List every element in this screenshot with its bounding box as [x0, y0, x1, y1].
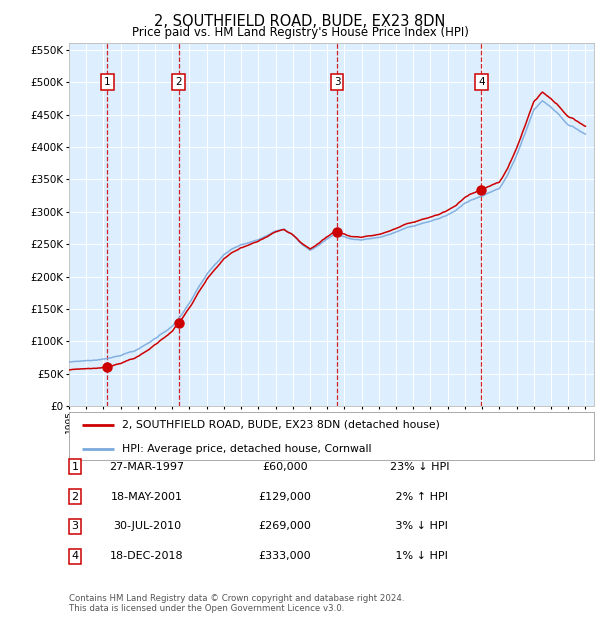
Text: £60,000: £60,000: [262, 462, 308, 472]
Text: 3% ↓ HPI: 3% ↓ HPI: [392, 521, 448, 531]
Text: 2: 2: [175, 78, 182, 87]
Text: 30-JUL-2010: 30-JUL-2010: [113, 521, 181, 531]
Text: 4: 4: [478, 78, 485, 87]
Text: Contains HM Land Registry data © Crown copyright and database right 2024.: Contains HM Land Registry data © Crown c…: [69, 593, 404, 603]
Text: 3: 3: [71, 521, 79, 531]
Text: 2% ↑ HPI: 2% ↑ HPI: [392, 492, 448, 502]
Text: 27-MAR-1997: 27-MAR-1997: [109, 462, 185, 472]
Text: 18-MAY-2001: 18-MAY-2001: [111, 492, 183, 502]
Text: £129,000: £129,000: [259, 492, 311, 502]
Text: 1: 1: [71, 462, 79, 472]
Text: 1: 1: [104, 78, 111, 87]
Text: 3: 3: [334, 78, 340, 87]
Text: This data is licensed under the Open Government Licence v3.0.: This data is licensed under the Open Gov…: [69, 603, 344, 613]
Text: Price paid vs. HM Land Registry's House Price Index (HPI): Price paid vs. HM Land Registry's House …: [131, 26, 469, 39]
Text: 2, SOUTHFIELD ROAD, BUDE, EX23 8DN (detached house): 2, SOUTHFIELD ROAD, BUDE, EX23 8DN (deta…: [121, 420, 439, 430]
Text: 2, SOUTHFIELD ROAD, BUDE, EX23 8DN: 2, SOUTHFIELD ROAD, BUDE, EX23 8DN: [154, 14, 446, 29]
Text: 1% ↓ HPI: 1% ↓ HPI: [392, 551, 448, 561]
Text: 2: 2: [71, 492, 79, 502]
Text: HPI: Average price, detached house, Cornwall: HPI: Average price, detached house, Corn…: [121, 445, 371, 454]
Text: £333,000: £333,000: [259, 551, 311, 561]
Text: 4: 4: [71, 551, 79, 561]
Text: 18-DEC-2018: 18-DEC-2018: [110, 551, 184, 561]
Text: £269,000: £269,000: [259, 521, 311, 531]
Text: 23% ↓ HPI: 23% ↓ HPI: [390, 462, 450, 472]
